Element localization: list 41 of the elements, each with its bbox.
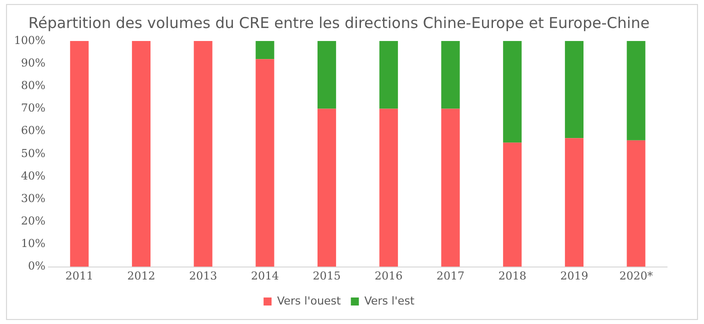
x-tick-label: 2015 (312, 269, 341, 282)
bar (503, 41, 522, 143)
bar (503, 142, 522, 267)
x-tick-label: 2016 (374, 269, 403, 282)
bar (626, 41, 646, 140)
bar (626, 140, 646, 267)
y-tick-label: 10% (20, 237, 46, 250)
x-tick-label: 2018 (498, 269, 526, 282)
y-tick-label: 70% (20, 102, 46, 115)
x-tick-label: 2013 (189, 269, 218, 282)
bar (379, 41, 398, 109)
legend-label: Vers l'est (364, 294, 416, 308)
bar (256, 41, 274, 60)
y-tick-label: 0% (28, 260, 46, 273)
bar (70, 41, 89, 267)
bar (318, 41, 336, 109)
y-tick-label: 80% (20, 79, 46, 92)
x-tick-label: 2012 (127, 269, 156, 282)
y-tick-label: 90% (20, 56, 46, 70)
x-tick-label: 2011 (65, 269, 94, 282)
bar (564, 138, 584, 267)
y-tick-label: 40% (20, 169, 46, 182)
bar (256, 59, 274, 267)
x-tick-label: 2020* (619, 269, 654, 282)
y-tick-label: 30% (20, 192, 46, 205)
x-tick-label: 2019 (560, 269, 588, 282)
bar (194, 41, 212, 267)
y-tick-label: 50% (20, 146, 46, 160)
bar (318, 108, 336, 267)
legend-label: Vers l'ouest (277, 294, 342, 308)
bar (132, 41, 151, 267)
x-tick-label: 2017 (436, 269, 465, 282)
bar (564, 41, 584, 138)
bar (441, 108, 460, 267)
y-tick-label: 20% (20, 214, 46, 228)
bar (379, 108, 398, 267)
y-tick-label: 100% (14, 34, 46, 47)
chart-title: Répartition des volumes du CRE entre les directions Chine-Europe et Europe-Chine (28, 14, 650, 32)
x-tick-label: 2014 (250, 269, 279, 282)
bar (441, 41, 460, 109)
y-tick-label: 60% (20, 124, 46, 138)
